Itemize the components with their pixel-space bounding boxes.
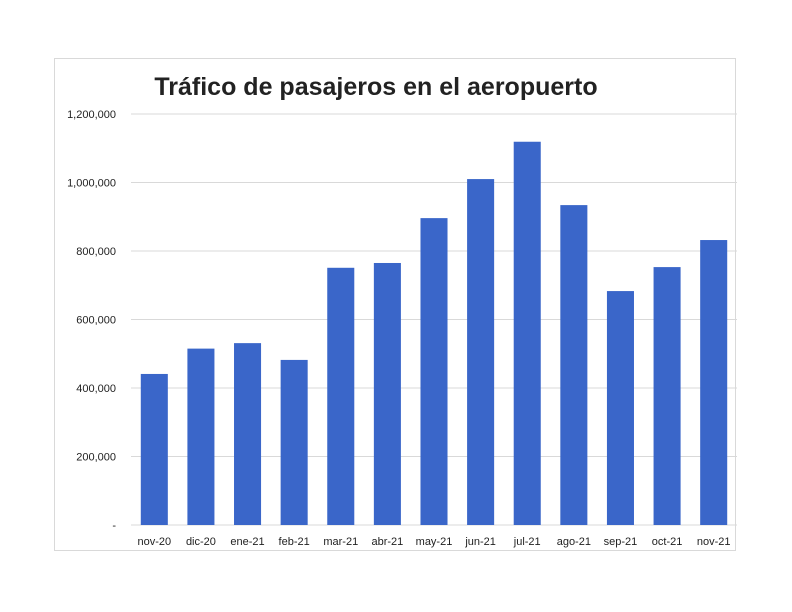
x-tick-label: oct-21 [652, 536, 683, 548]
y-tick-label: 400,000 [76, 383, 116, 395]
bar-feb-21 [280, 359, 308, 525]
bar-nov-21 [700, 240, 728, 526]
x-tick-label: may-21 [416, 536, 453, 548]
y-tick-label: - [112, 520, 116, 532]
x-tick-label: mar-21 [323, 536, 358, 548]
gridlines [131, 113, 737, 526]
bar-nov-20 [140, 373, 168, 525]
bar-mar-21 [327, 267, 355, 525]
bar-may-21 [420, 218, 448, 525]
bar-jul-21 [513, 141, 541, 525]
bar-oct-21 [653, 267, 681, 525]
x-tick-label: jul-21 [513, 536, 541, 548]
y-tick-label: 800,000 [76, 246, 116, 258]
y-tick-label: 1,000,000 [67, 178, 116, 190]
bar-dic-20 [187, 348, 215, 525]
x-tick-label: nov-20 [137, 536, 171, 548]
y-tick-label: 1,200,000 [67, 109, 116, 121]
chart-title: Tráfico de pasajeros en el aeropuerto [154, 73, 597, 101]
x-tick-label: ago-21 [557, 536, 591, 548]
x-tick-label: jun-21 [464, 536, 496, 548]
bar-ene-21 [234, 343, 262, 525]
x-axis-ticks: nov-20 dic-20 ene-21 feb-21 mar-21 abr-21 may-… [137, 536, 730, 548]
x-tick-label: dic-20 [186, 536, 216, 548]
bar-ago-21 [560, 205, 588, 526]
x-tick-label: sep-21 [604, 536, 638, 548]
y-axis-ticks: - 200,000 400,000 600,000 800,000 1,000,000 1,… [67, 109, 116, 532]
y-tick-label: 200,000 [76, 452, 116, 464]
x-tick-label: ene-21 [230, 536, 264, 548]
y-tick-label: 600,000 [76, 315, 116, 327]
bars [140, 141, 728, 526]
x-tick-label: feb-21 [279, 536, 310, 548]
x-tick-label: nov-21 [697, 536, 731, 548]
bar-sep-21 [606, 291, 634, 525]
bar-jun-21 [467, 179, 495, 525]
bar-abr-21 [373, 262, 401, 525]
x-tick-label: abr-21 [371, 536, 403, 548]
chart-area [54, 58, 736, 551]
